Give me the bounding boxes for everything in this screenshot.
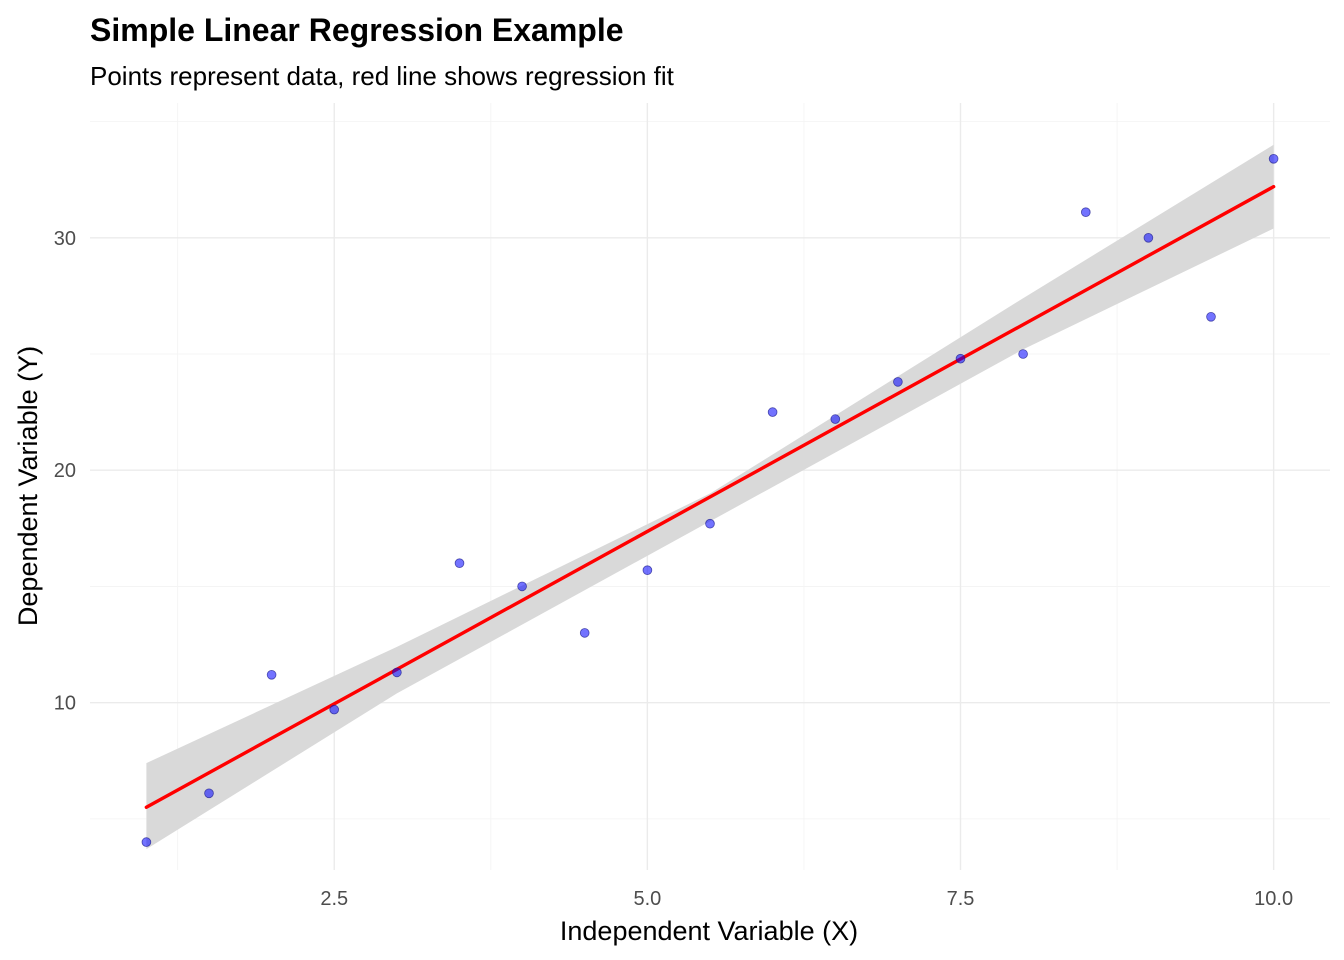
chart-title: Simple Linear Regression Example [90, 12, 624, 48]
data-point [893, 377, 903, 387]
data-points [141, 154, 1279, 847]
data-point [1081, 207, 1091, 218]
data-point [1018, 349, 1028, 359]
data-point [1206, 311, 1216, 322]
data-point [955, 353, 966, 364]
data-point [1268, 154, 1279, 164]
data-point [141, 837, 152, 847]
data-point [1143, 233, 1154, 243]
data-point [454, 558, 465, 568]
data-point [767, 407, 778, 417]
data-point [204, 788, 214, 799]
x-tick-label: 5.0 [633, 888, 661, 910]
x-tick-label: 2.5 [320, 888, 348, 910]
data-point [392, 667, 402, 678]
data-point [830, 414, 841, 424]
chart-subtitle: Points represent data, red line shows re… [90, 61, 675, 91]
x-axis-title: Independent Variable (X) [560, 916, 858, 946]
y-tick-label: 30 [54, 228, 76, 250]
data-point [266, 669, 277, 680]
regression-line-layer [144, 184, 1276, 809]
y-tick-label: 20 [54, 460, 76, 482]
y-axis-title: Dependent Variable (Y) [13, 346, 43, 626]
grid-lines [90, 103, 1330, 870]
data-point [642, 565, 653, 575]
y-tick-label: 10 [54, 693, 76, 715]
axis-tick-labels: 2.5 5.0 7.5 10.0 10 20 30 [54, 228, 1293, 910]
data-point [517, 581, 527, 592]
data-point [329, 704, 340, 715]
regression-line [144, 184, 1276, 809]
data-point [705, 518, 715, 529]
x-tick-label: 7.5 [947, 888, 975, 910]
data-point [579, 628, 590, 638]
x-tick-label: 10.0 [1254, 888, 1293, 910]
